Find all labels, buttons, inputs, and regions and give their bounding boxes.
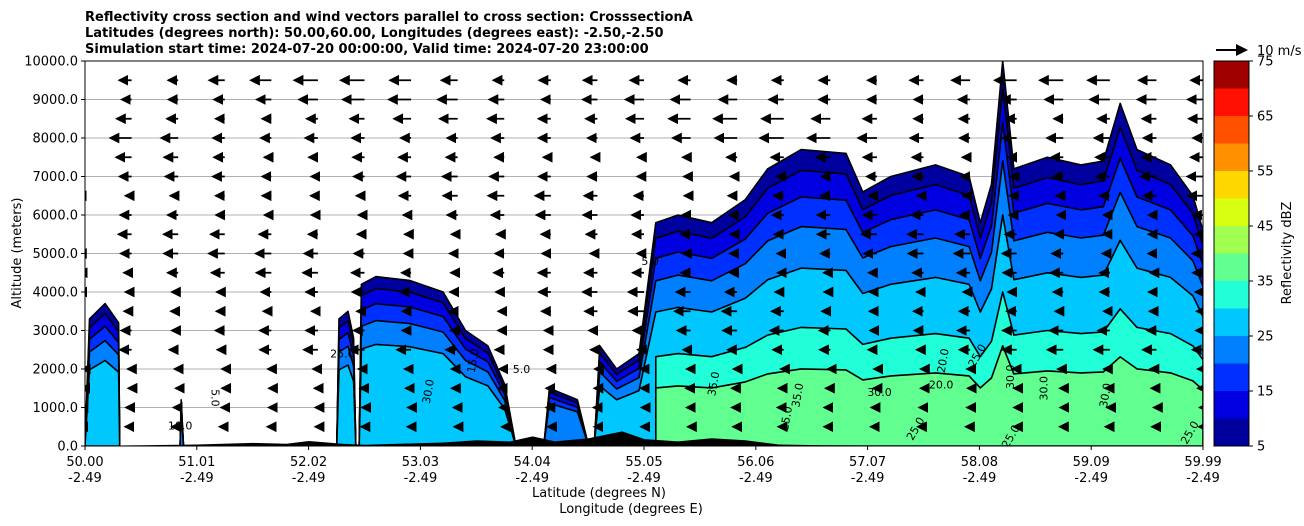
x-tick-lon-label: -2.49	[627, 471, 661, 486]
contour-label: 20.0	[935, 347, 952, 373]
colorbar-frame	[1213, 60, 1250, 447]
colorbar-band-25	[1214, 308, 1249, 336]
y-tick-label: 1000.0	[33, 401, 79, 416]
colorbar-tick-label: 5	[1257, 440, 1265, 455]
y-tick-label: 7000.0	[33, 170, 79, 185]
x-tick-lat-label: 54.04	[514, 455, 551, 470]
contour-label: 30.0	[420, 378, 437, 404]
colorbar-band-40	[1214, 226, 1249, 254]
x-tick-lon-label: -2.49	[180, 471, 214, 486]
reflectivity-layer-25dbz	[85, 359, 121, 446]
x-tick-lon-label: -2.49	[1074, 471, 1108, 486]
colorbar-band-70	[1214, 61, 1249, 89]
x-tick-lat-label: 56.06	[737, 455, 774, 470]
chart-title-line-3: Simulation start time: 2024-07-20 00:00:…	[85, 42, 649, 57]
colorbar-tick-label: 55	[1257, 165, 1274, 180]
contour-label: 15.0	[465, 348, 482, 374]
colorbar-band-45	[1214, 198, 1249, 226]
colorbar-band-5	[1214, 418, 1249, 446]
y-tick-label: 2000.0	[33, 363, 79, 378]
reflectivity-layer-35dbz	[655, 345, 1203, 446]
x-axis-label: Latitude (degrees N)	[532, 486, 666, 501]
x-tick-lat-label: 58.08	[961, 455, 998, 470]
contour-label: 30.0	[867, 386, 892, 399]
contour-label: 35.0	[789, 382, 806, 408]
x-tick-lat-label: 51.01	[178, 455, 215, 470]
colorbar-tick-label: 15	[1257, 385, 1274, 400]
contour-label: 25.0	[778, 405, 795, 431]
reflectivity-layer-25dbz	[336, 364, 357, 446]
terrain-profile	[85, 431, 1203, 446]
y-tick-label: 6000.0	[33, 209, 79, 224]
x-tick-lat-label: 53.03	[402, 455, 439, 470]
x-tick-lat-label: 57.07	[849, 455, 886, 470]
x-tick-lat-label: 52.02	[290, 455, 327, 470]
contour-label: 35.0	[705, 371, 722, 397]
chart-title-line-1: Reflectivity cross section and wind vect…	[85, 10, 693, 25]
colorbar-band-55	[1214, 143, 1249, 171]
quiver-key: 10 m/s	[1216, 44, 1302, 59]
contour-label: 5.0	[513, 363, 531, 376]
quiver-key-label: 10 m/s	[1257, 44, 1302, 59]
y-axis-ticks: 0.0 1000.0 2000.0 3000.0 4000.0 5000.0 6000.0 7…	[24, 55, 85, 455]
x-axis-label-2: Longitude (degrees E)	[559, 502, 703, 517]
colorbar-band-50	[1214, 171, 1249, 199]
colorbar-band-65	[1214, 88, 1249, 116]
wind-vectors	[85, 74, 1203, 433]
x-tick-lon-label: -2.49	[68, 471, 102, 486]
x-tick-lat-label: 59.09	[1073, 455, 1110, 470]
y-axis-label: Altitude (meters)	[10, 198, 25, 309]
contour-label: 25.0	[330, 347, 355, 360]
x-tick-lon-label: -2.49	[404, 471, 438, 486]
x-tick-lat-label: 50.00	[66, 455, 103, 470]
contour-label: 30.0	[1037, 376, 1050, 401]
x-tick-lon-label: -2.49	[963, 471, 997, 486]
contour-label: 5.0	[209, 389, 222, 407]
colorbar-band-60	[1214, 116, 1249, 144]
contour-label: 5.0	[641, 255, 659, 268]
x-tick-lon-label: -2.49	[1186, 471, 1220, 486]
y-tick-label: 3000.0	[33, 324, 79, 339]
y-tick-label: 10000.0	[24, 55, 78, 70]
contour-label: 20.0	[929, 378, 954, 391]
colorbar-band-30	[1214, 281, 1249, 309]
y-tick-label: 4000.0	[33, 286, 79, 301]
contour-label: 30.0	[1004, 364, 1017, 389]
colorbar-band-35	[1214, 253, 1249, 281]
x-tick-lon-label: -2.49	[292, 471, 326, 486]
x-tick-lat-label: 55.05	[625, 455, 662, 470]
colorbar-tick-label: 25	[1257, 330, 1274, 345]
x-tick-lat-label: 59.99	[1184, 455, 1221, 470]
colorbar-band-20	[1214, 336, 1249, 364]
y-tick-label: 8000.0	[33, 132, 79, 147]
y-tick-label: 5000.0	[33, 247, 79, 262]
x-axis-ticks: 50.00-2.4951.01-2.4952.02-2.4953.03-2.49…	[66, 446, 1222, 486]
contour-label: 30.0	[1097, 382, 1114, 408]
y-tick-label: 9000.0	[33, 93, 79, 108]
colorbar-tick-label: 35	[1257, 275, 1274, 290]
colorbar-tick-label: 65	[1257, 110, 1274, 125]
x-tick-lon-label: -2.49	[739, 471, 773, 486]
plot-area: 5.0 10.0 5.0 25.0 30.0 15.0 5.0 35.0 35.0 30.0 20.…	[84, 60, 1204, 447]
colorbar-label: Reflectivity dBZ	[1280, 202, 1295, 305]
x-tick-lon-label: -2.49	[851, 471, 885, 486]
terrain	[85, 431, 1203, 446]
colorbar: 5 15 25 35 45 55 65 75	[1213, 55, 1274, 455]
contour-label: 10.0	[168, 419, 193, 432]
colorbar-band-15	[1214, 363, 1249, 391]
reflectivity-layer-20dbz	[543, 402, 590, 446]
colorbar-tick-label: 45	[1257, 220, 1274, 235]
x-tick-lon-label: -2.49	[515, 471, 549, 486]
chart-title-line-2: Latitudes (degrees north): 50.00,60.00, …	[85, 26, 664, 41]
colorbar-band-10	[1214, 391, 1249, 419]
y-tick-label: 0.0	[57, 440, 78, 455]
colorbar-tick-label: 75	[1257, 55, 1274, 70]
